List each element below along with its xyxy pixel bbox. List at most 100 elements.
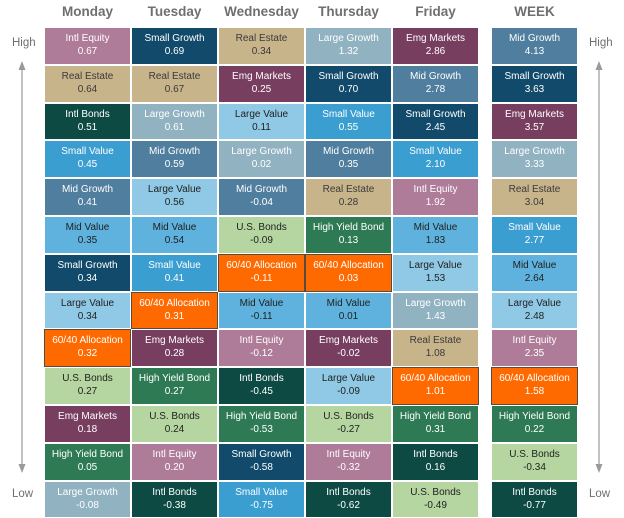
asset-name: Intl Equity [65, 33, 110, 44]
return-value: 1.83 [425, 235, 446, 246]
cell-week-small-growth: Small Growth 3.63 [491, 64, 578, 103]
cell-friday-u-s-bonds: U.S. Bonds -0.49 [392, 480, 479, 518]
return-value: 0.34 [77, 272, 98, 284]
asset-name: U.S. Bonds [410, 486, 461, 498]
cell-wednesday-small-value: Small Value -0.75 [218, 480, 305, 518]
asset-name: 60/40 Allocation [313, 259, 384, 271]
column-header-tuesday: Tuesday [147, 4, 202, 19]
cell-friday-small-value: Small Value 2.10 [392, 140, 479, 179]
asset-name: Large Value [408, 259, 463, 271]
asset-name: Intl Equity [326, 448, 371, 460]
return-value: -0.02 [337, 348, 360, 360]
return-value: -0.45 [250, 386, 273, 398]
asset-name: Real Estate [322, 184, 375, 196]
cell-wednesday-large-growth: Large Growth 0.02 [218, 140, 305, 179]
asset-name: Large Growth [231, 146, 292, 158]
asset-name: Mid Growth [409, 70, 462, 82]
cell-tuesday-real-estate: Real Estate 0.67 [131, 64, 218, 103]
return-value: 0.28 [338, 197, 359, 209]
cell-thursday-real-estate: Real Estate 0.28 [305, 178, 392, 216]
column-header-monday: Monday [61, 4, 113, 19]
cell-monday-60-40-allocation: 60/40 Allocation 0.32 [44, 329, 131, 368]
cell-thursday-u-s-bonds: U.S. Bonds -0.27 [305, 405, 392, 443]
asset-name: 60/40 Allocation [52, 335, 123, 347]
return-value: 2.77 [524, 235, 545, 246]
cell-wednesday-u-s-bonds: U.S. Bonds -0.09 [218, 216, 305, 254]
axis-label-low-left: Low [12, 488, 34, 500]
cell-friday-real-estate: Real Estate 1.08 [392, 329, 479, 368]
cell-thursday-small-growth: Small Growth 0.70 [305, 64, 392, 103]
return-value: 2.48 [524, 310, 545, 322]
cell-wednesday-mid-value: Mid Value -0.11 [218, 291, 305, 330]
asset-name: U.S. Bonds [62, 373, 113, 385]
asset-name: Mid Growth [235, 184, 288, 196]
return-value: -0.11 [250, 310, 273, 322]
return-value: 0.45 [77, 159, 98, 171]
cell-week-large-value: Large Value 2.48 [491, 291, 578, 330]
asset-name: Intl Equity [239, 335, 284, 347]
column-header-thursday: Thursday [318, 4, 379, 19]
column-header-friday: Friday [415, 4, 456, 19]
asset-name: U.S. Bonds [323, 411, 374, 422]
return-value: -0.49 [424, 499, 447, 511]
asset-name: U.S. Bonds [509, 448, 560, 460]
return-value: -0.53 [250, 424, 273, 435]
cell-monday-intl-bonds: Intl Bonds 0.51 [44, 102, 131, 141]
cell-tuesday-small-growth: Small Growth 0.69 [131, 27, 218, 65]
asset-name: Large Growth [144, 108, 205, 120]
return-value: -0.77 [523, 499, 546, 511]
return-value: 0.41 [164, 272, 185, 284]
return-value: 0.11 [252, 121, 271, 133]
return-value: 1.32 [338, 46, 359, 57]
cell-tuesday-u-s-bonds: U.S. Bonds 0.24 [131, 405, 218, 443]
cell-wednesday-60-40-allocation: 60/40 Allocation -0.11 [218, 253, 305, 292]
return-value: 3.57 [524, 121, 545, 133]
asset-name: Real Estate [148, 70, 201, 82]
asset-name: Intl Bonds [65, 108, 110, 120]
cell-wednesday-intl-bonds: Intl Bonds -0.45 [218, 367, 305, 405]
cell-thursday-high-yield-bond: High Yield Bond 0.13 [305, 216, 392, 254]
cell-tuesday-mid-growth: Mid Growth 0.59 [131, 140, 218, 179]
asset-name: Small Value [235, 486, 288, 498]
axis-label-low-right: Low [589, 488, 611, 500]
return-value: 2.64 [524, 272, 545, 284]
asset-name: Small Growth [405, 108, 466, 120]
cell-week-mid-value: Mid Value 2.64 [491, 253, 578, 292]
return-value: 0.41 [77, 197, 98, 209]
cell-monday-large-value: Large Value 0.34 [44, 291, 131, 330]
return-value: 2.45 [425, 121, 446, 133]
return-value: 0.59 [164, 159, 185, 171]
cell-friday-small-growth: Small Growth 2.45 [392, 102, 479, 141]
asset-name: Small Growth [57, 259, 118, 271]
asset-name: 60/40 Allocation [226, 259, 297, 271]
asset-name: Large Growth [57, 486, 118, 498]
return-value: 3.33 [524, 159, 545, 171]
return-value: -0.58 [250, 461, 273, 473]
return-value: -0.38 [163, 499, 186, 511]
cell-wednesday-high-yield-bond: High Yield Bond -0.53 [218, 405, 305, 443]
return-value: 0.56 [164, 197, 185, 209]
asset-name: Mid Growth [148, 146, 201, 158]
return-value: 3.63 [524, 83, 545, 95]
return-value: -0.09 [337, 386, 360, 398]
asset-name: Small Value [148, 259, 201, 271]
asset-name: Real Estate [235, 33, 288, 44]
return-value: 4.13 [524, 46, 545, 57]
cell-week-intl-equity: Intl Equity 2.35 [491, 329, 578, 368]
column-header-wednesday: Wednesday [224, 4, 299, 19]
cell-tuesday-60-40-allocation: 60/40 Allocation 0.31 [131, 291, 218, 330]
cell-week-real-estate: Real Estate 3.04 [491, 178, 578, 216]
return-value: 1.92 [425, 197, 446, 209]
asset-name: Mid Value [152, 222, 197, 233]
cell-friday-large-value: Large Value 1.53 [392, 253, 479, 292]
cell-friday-mid-growth: Mid Growth 2.78 [392, 64, 479, 103]
cell-tuesday-high-yield-bond: High Yield Bond 0.27 [131, 367, 218, 405]
cell-monday-small-growth: Small Growth 0.34 [44, 253, 131, 292]
cell-thursday-mid-value: Mid Value 0.01 [305, 291, 392, 330]
return-value: -0.27 [337, 424, 360, 435]
asset-name: Small Growth [231, 448, 292, 460]
asset-name: Mid Value [326, 297, 371, 309]
cell-tuesday-intl-equity: Intl Equity 0.20 [131, 442, 218, 481]
